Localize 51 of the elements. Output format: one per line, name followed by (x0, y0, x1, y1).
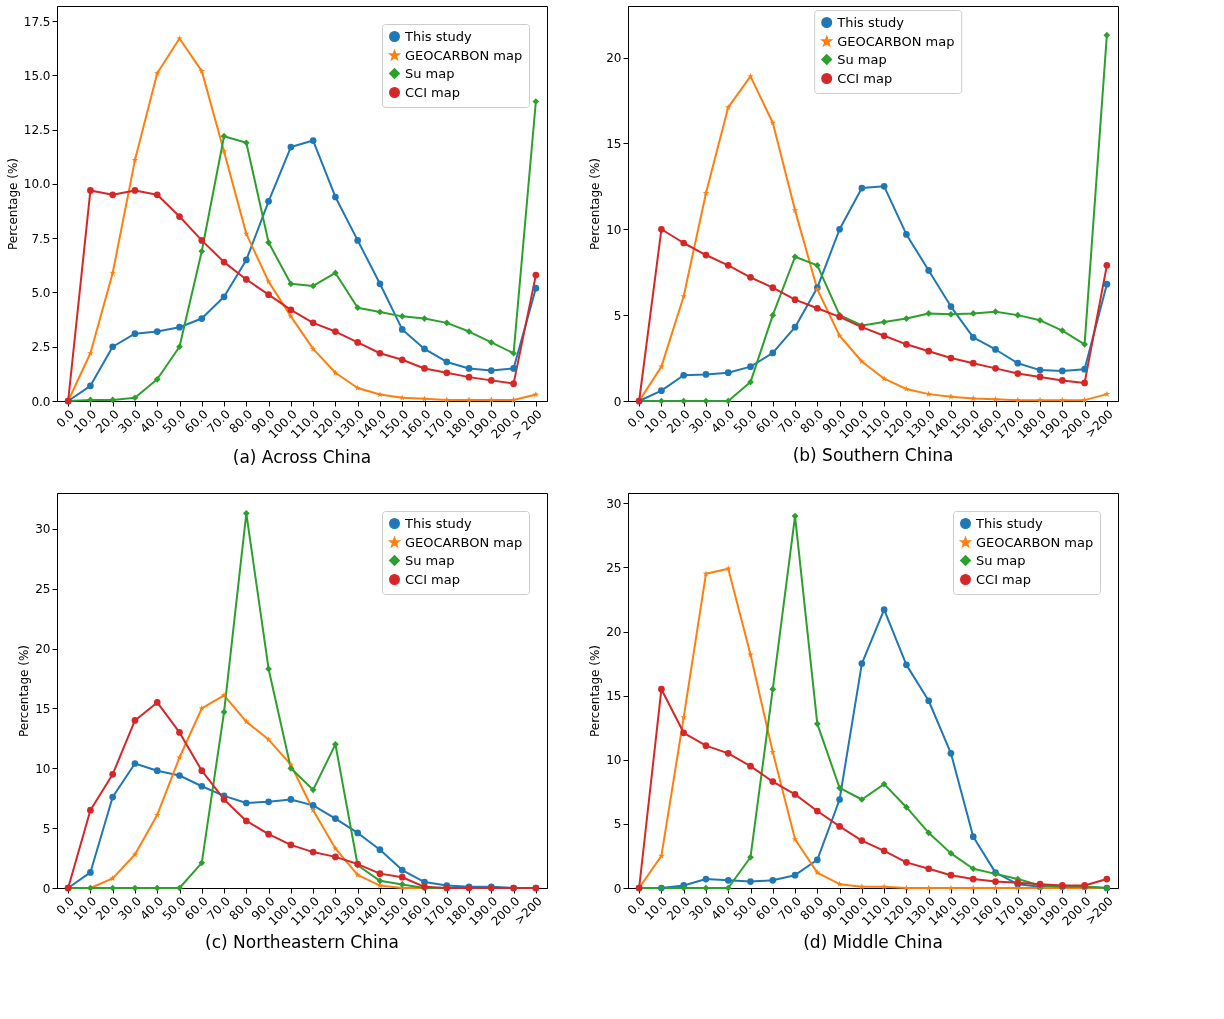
text: (c) Northeastern China (205, 932, 399, 953)
legend-label: Su map (405, 552, 455, 568)
legend-label: Su map (976, 552, 1026, 568)
text: (b) Southern China (792, 445, 954, 466)
legend-label: Su map (405, 65, 455, 81)
text: (d) Middle China (803, 932, 943, 953)
y-tick-label: 5 (613, 817, 622, 832)
y-tick-label: 30 (35, 522, 51, 537)
y-tick-label: 0.0 (31, 394, 51, 409)
legend-label: This study (404, 515, 473, 531)
y-tick-label: 25 (606, 560, 622, 575)
y-tick-label: 10.0 (23, 177, 51, 192)
legend-label: CCI map (405, 571, 461, 587)
y-tick-label: 15 (606, 689, 622, 704)
y-tick-label: 10 (606, 753, 622, 768)
y-tick-label: 15 (606, 136, 622, 151)
legend-label: GEOCARBON map (837, 33, 955, 49)
y-tick-label: 12.5 (23, 123, 51, 138)
y-tick-label: 7.5 (31, 231, 51, 246)
legend-label: GEOCARBON map (976, 534, 1094, 550)
y-tick-label: 15.0 (23, 68, 51, 83)
y-tick-label: 0 (613, 394, 622, 409)
legend-label: CCI map (837, 70, 893, 86)
y-tick-label: 20 (35, 642, 51, 657)
text: (a) Across China (232, 446, 372, 467)
legend-label: CCI map (405, 84, 461, 100)
y-tick-label: 10 (606, 222, 622, 237)
y-tick-label: 20 (606, 625, 622, 640)
y-tick-label: 2.5 (31, 340, 51, 355)
y-tick-label: 5 (42, 821, 51, 836)
y-tick-label: 15 (35, 701, 51, 716)
legend-label: GEOCARBON map (405, 534, 523, 550)
y-tick-label: 0 (613, 881, 622, 896)
legend-label: Su map (837, 51, 887, 67)
legend-label: This study (975, 515, 1044, 531)
y-tick-label: 20 (606, 51, 622, 66)
legend-label: CCI map (976, 571, 1032, 587)
y-axis-title: Percentage (%) (588, 644, 603, 738)
legend-label: This study (836, 14, 905, 30)
y-tick-label: 30 (606, 496, 622, 511)
y-tick-label: 25 (35, 582, 51, 597)
y-tick-label: 5.0 (31, 285, 51, 300)
y-axis-title: Percentage (%) (588, 157, 603, 251)
y-tick-label: 0 (42, 881, 51, 896)
y-tick-label: 5 (613, 308, 622, 323)
y-tick-label: 10 (35, 761, 51, 776)
y-axis-title: Percentage (%) (17, 644, 32, 738)
legend-label: GEOCARBON map (405, 47, 523, 63)
y-tick-label: 17.5 (23, 14, 51, 29)
y-axis-title: Percentage (%) (5, 157, 20, 251)
legend-label: This study (404, 28, 473, 44)
